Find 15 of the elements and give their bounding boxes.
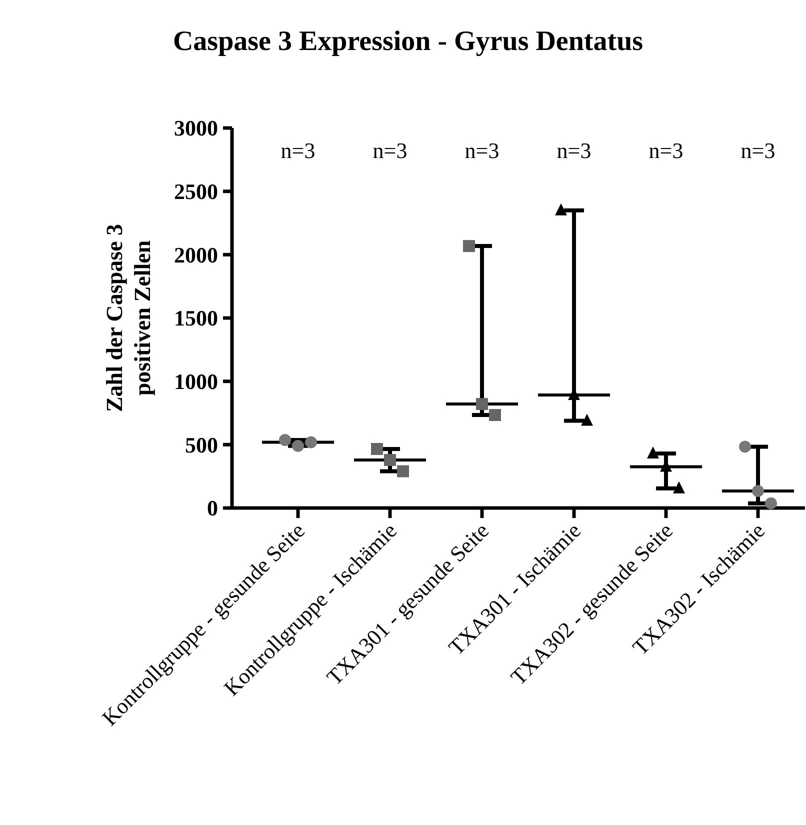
- y-tick-label: 1500: [174, 306, 218, 331]
- y-tick-label: 0: [207, 496, 218, 521]
- y-axis-title: Zahl der Caspase 3 positiven Zellen: [102, 224, 155, 412]
- y-tick-label: 2500: [174, 179, 218, 204]
- annotation: n=3: [280, 138, 316, 163]
- y-tick-label: 3000: [174, 116, 218, 141]
- annotation: n=3: [740, 138, 776, 163]
- annotation: n=3: [372, 138, 408, 163]
- y-tick-label: 2000: [174, 242, 218, 268]
- y-tick-label: 1000: [174, 369, 218, 394]
- y-tick-label: 500: [185, 432, 218, 458]
- annotation: n=3: [556, 138, 592, 163]
- chart-title: Caspase 3 Expression - Gyrus Dentatus: [172, 26, 644, 57]
- annotation: n=3: [464, 138, 500, 163]
- annotation: n=3: [648, 138, 684, 163]
